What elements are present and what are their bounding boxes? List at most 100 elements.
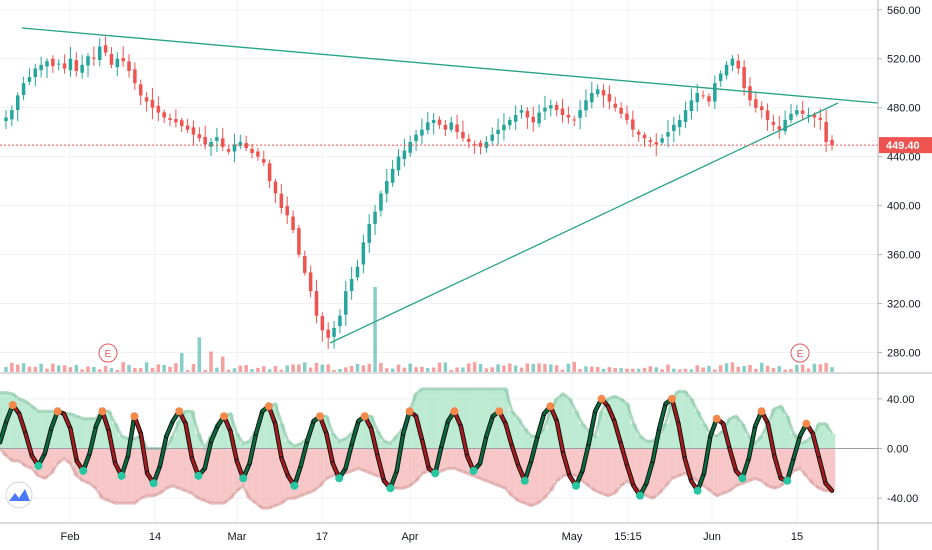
volume-bar (256, 367, 260, 372)
bear-fill-bar (528, 448, 535, 506)
volume-bar (215, 367, 219, 372)
volume-bar (115, 369, 120, 372)
bear-fill-bar (828, 448, 836, 491)
bull-fill-bar (195, 433, 202, 449)
volume-bar (4, 366, 8, 372)
candle (250, 144, 254, 159)
osc-line-segment (459, 424, 469, 458)
osc-line-segment (203, 439, 213, 470)
bear-fill-bar (688, 448, 695, 476)
candle (244, 135, 248, 152)
candle (713, 75, 717, 110)
bear-fill-bar (470, 448, 477, 476)
bull-fill-bar (425, 388, 432, 449)
earnings-marker-icon[interactable]: E (98, 343, 118, 363)
bull-fill-bar (470, 388, 477, 449)
bear-fill-bar (438, 448, 445, 471)
trendline-2[interactable] (329, 102, 839, 344)
osc-line-segment (485, 414, 495, 438)
osc-line-segment (657, 402, 667, 430)
volume-bar (402, 367, 407, 372)
volume-bar (209, 351, 213, 372)
candle (191, 120, 196, 146)
candle (115, 52, 120, 77)
bull-fill-bar (816, 423, 823, 449)
trendline-1[interactable] (21, 27, 879, 104)
bull-fill-bar (380, 441, 388, 449)
bear-fill-bar (188, 448, 196, 494)
bull-fill-bar (80, 418, 87, 449)
volume-bar (636, 368, 641, 372)
candle (519, 104, 524, 119)
volume-bar (297, 364, 301, 372)
volume-bar (361, 365, 366, 372)
volume-bar (519, 367, 524, 372)
candle (777, 116, 782, 139)
candle (830, 135, 834, 151)
osc-line-segment (670, 397, 680, 425)
candle (806, 107, 811, 123)
osc-line-segment (702, 434, 712, 475)
bear-fill-bar (336, 448, 343, 474)
volume-bar (127, 365, 131, 372)
trough-dot (149, 479, 158, 488)
candle (68, 46, 73, 77)
peak-dot (757, 407, 766, 416)
earnings-marker-icon[interactable]: E (790, 343, 810, 363)
volume-bar (92, 366, 96, 372)
volume-bar (783, 369, 787, 372)
volume-bar (455, 367, 459, 372)
candle (631, 110, 635, 137)
time-tick-label: Mar (228, 531, 247, 543)
volume-bar (162, 364, 166, 372)
bear-fill-bar (675, 448, 682, 476)
bull-fill-bar (694, 411, 701, 449)
candle (86, 53, 90, 78)
candle (344, 281, 348, 327)
osc-line-segment (69, 427, 79, 463)
bull-fill-bar (342, 438, 349, 449)
osc-line-segment (344, 442, 354, 470)
osc-line-segment (165, 419, 175, 438)
volume-bar (777, 366, 782, 372)
candle (431, 113, 436, 135)
bear-fill-bar (566, 448, 573, 474)
time-tick-label: Apr (401, 531, 418, 543)
osc-line-segment (766, 422, 776, 458)
peak-dot (360, 412, 369, 421)
bull-fill-bar (297, 443, 304, 449)
trough-dot (469, 466, 478, 475)
bear-fill-bar (387, 448, 394, 486)
bull-fill-bar (540, 428, 548, 449)
volume-bar (543, 364, 547, 372)
bull-fill-bar (617, 398, 624, 449)
candle (666, 119, 670, 148)
bear-fill-bar (412, 448, 420, 481)
volume-bar (789, 369, 793, 372)
candle (109, 47, 114, 69)
bull-fill-bar (681, 391, 688, 449)
candle (502, 113, 506, 141)
osc-line-segment (88, 424, 98, 455)
candle (361, 234, 366, 274)
bear-fill-bar (592, 448, 599, 491)
volume-bar (443, 362, 448, 372)
trough-dot (520, 476, 529, 485)
bull-fill-bar (259, 411, 266, 449)
bull-fill-bar (579, 423, 586, 449)
tradingview-logo-icon[interactable] (5, 481, 33, 509)
bear-fill-bar (105, 448, 112, 501)
osc-line-segment (440, 419, 450, 448)
peak-dot (175, 407, 184, 416)
peak-dot (712, 414, 721, 423)
volume-bar (666, 364, 670, 372)
bear-fill-bar (796, 448, 804, 469)
candle (642, 132, 647, 147)
oscillator-panel (0, 387, 878, 510)
trough-dot (194, 471, 203, 480)
bull-fill-bar (457, 388, 464, 449)
bear-fill-bar (630, 448, 637, 486)
peak-dot (130, 412, 139, 421)
candle (601, 84, 606, 108)
